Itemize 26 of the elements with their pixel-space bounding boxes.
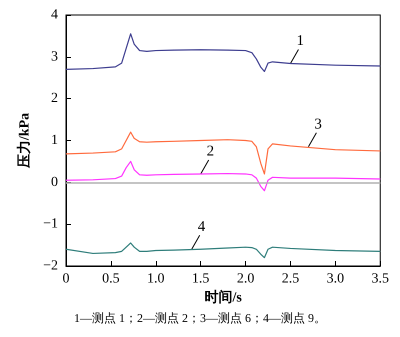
x-tick-label: 1.5 bbox=[192, 272, 210, 286]
y-tick-label: −1 bbox=[43, 216, 58, 232]
y-tick-label: 3 bbox=[51, 49, 58, 64]
line-series bbox=[65, 33, 381, 72]
x-tick-label: 2.5 bbox=[282, 272, 300, 286]
annotation: 4 bbox=[198, 218, 206, 235]
x-axis-title: 时间/s bbox=[204, 289, 242, 306]
line-series bbox=[65, 160, 381, 192]
x-tick-label: 1.0 bbox=[147, 272, 165, 286]
y-axis-title: 压力/kPa bbox=[16, 112, 33, 170]
annotation: 2 bbox=[206, 143, 214, 160]
y-tick-label: 4 bbox=[51, 8, 58, 22]
x-tick-label: 0 bbox=[62, 272, 70, 286]
annotation: 1 bbox=[296, 33, 304, 50]
y-tick-label: −2 bbox=[43, 258, 58, 274]
y-tick-label: 1 bbox=[51, 133, 58, 148]
line-series bbox=[65, 242, 381, 258]
x-tick-label: 2.0 bbox=[236, 272, 254, 286]
y-tick-label: 2 bbox=[51, 91, 58, 106]
line-series bbox=[65, 132, 381, 175]
x-tick-label: 3.5 bbox=[372, 272, 389, 286]
y-tick-label: 0 bbox=[51, 174, 58, 190]
x-tick-label: 0.5 bbox=[102, 272, 120, 286]
annotation: 3 bbox=[314, 116, 322, 132]
x-tick-label: 3.0 bbox=[326, 272, 344, 286]
text: 1—测点 1；2—测点 2；3—测点 6；4—测点 9。 bbox=[74, 311, 326, 325]
